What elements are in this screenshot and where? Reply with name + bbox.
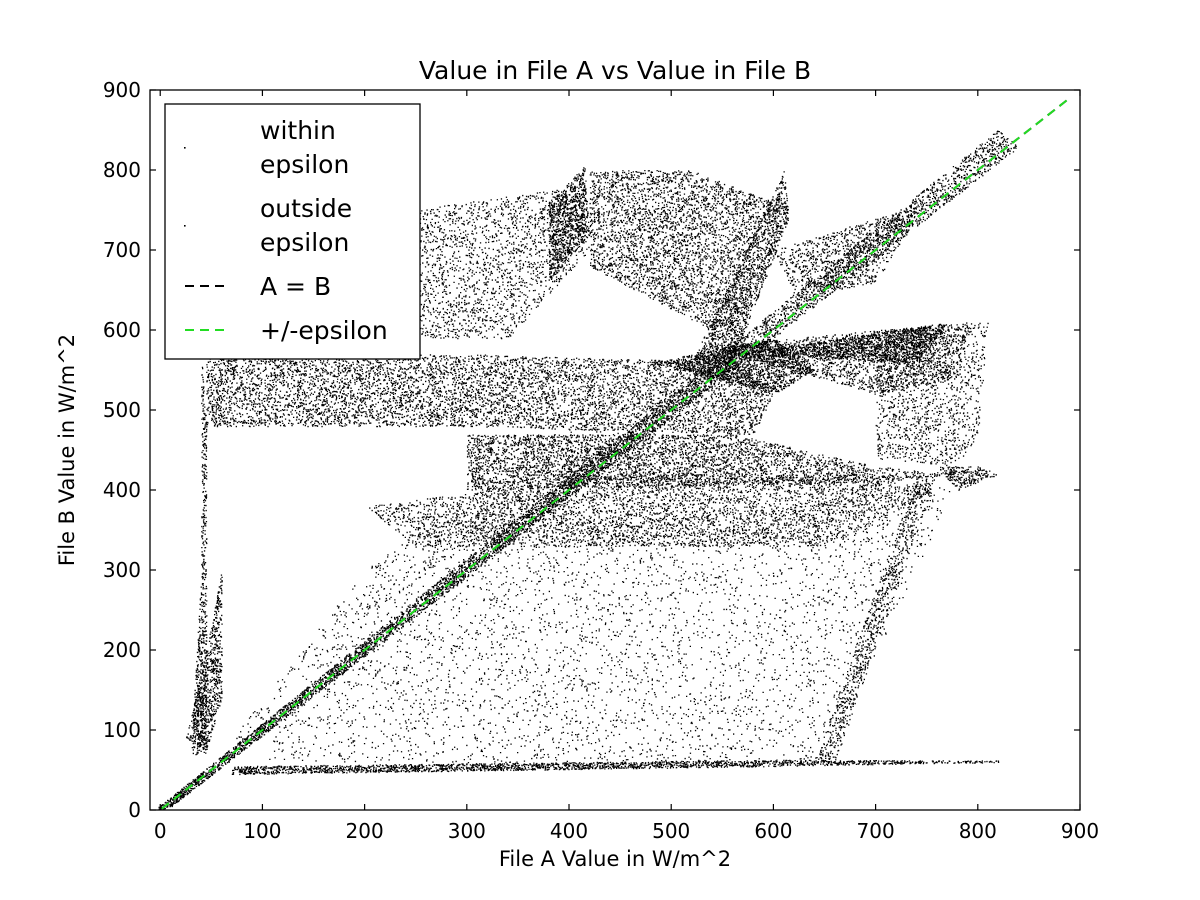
plot-area-frame <box>149 89 1081 811</box>
y-tick-label: 700 <box>103 238 141 262</box>
x-tick-label: 200 <box>346 819 384 843</box>
y-tick-label: 600 <box>103 318 141 342</box>
legend-label: epsilon <box>260 228 349 257</box>
scatter-point-cluster <box>466 434 954 491</box>
scatter-point-cluster <box>206 346 773 435</box>
legend-label: within <box>260 116 336 145</box>
y-axis-label: File B Value in W/m^2 <box>55 334 79 566</box>
legend-label: A = B <box>260 272 331 301</box>
scatter-point-cluster <box>191 366 208 756</box>
scatter-point-diagonal-band <box>158 130 1017 810</box>
legend-label: epsilon <box>260 150 349 179</box>
x-tick-label: 600 <box>754 819 792 843</box>
scatter-point-cluster <box>548 167 591 281</box>
y-tick-label: 400 <box>103 478 141 502</box>
x-tick-label: 900 <box>1061 819 1099 843</box>
x-tick-label: 400 <box>550 819 588 843</box>
scatter-point-cluster <box>774 203 924 297</box>
scatter-point-cluster <box>693 171 789 364</box>
x-tick-label: 300 <box>448 819 486 843</box>
y-tick-label: 100 <box>103 718 141 742</box>
legend-item: A = B <box>185 272 331 301</box>
legend-item: within epsilon <box>184 116 349 179</box>
legend-label: +/-epsilon <box>260 316 388 345</box>
axis-ticks-layer: 0 100 200 300 400 500 600 700 800 900 0 100 200 300 40… <box>103 78 1099 843</box>
x-tick-label: 700 <box>857 819 895 843</box>
legend-box <box>164 103 421 360</box>
x-tick-label: 800 <box>959 819 997 843</box>
scatter-point-cluster <box>816 474 938 763</box>
x-tick-label: 500 <box>652 819 690 843</box>
legend-item: outside epsilon <box>184 194 352 257</box>
y-tick-label: 0 <box>128 798 141 822</box>
scatter-point-cluster <box>940 466 997 491</box>
scatter-point-cluster <box>369 474 932 548</box>
scatter-point-cluster <box>735 323 946 363</box>
y-tick-label: 300 <box>103 558 141 582</box>
y-tick-label: 500 <box>103 398 141 422</box>
scatter-point-cluster <box>589 170 773 329</box>
legend-item: +/-epsilon <box>185 316 388 345</box>
scatter-point-cluster <box>231 759 1000 776</box>
x-axis-label: File A Value in W/m^2 <box>499 847 731 871</box>
legend: within epsilon outside epsilon A = B +/-epsil… <box>164 103 421 360</box>
y-tick-label: 900 <box>103 78 141 102</box>
scatter-point-cluster <box>186 574 223 750</box>
scatter-points-layer <box>158 130 1017 810</box>
y-tick-label: 200 <box>103 638 141 662</box>
legend-label: outside <box>260 194 352 223</box>
x-tick-label: 100 <box>243 819 281 843</box>
scatter-point-cluster <box>875 322 989 467</box>
legend-marker-point <box>184 147 186 149</box>
chart-title: Value in File A vs Value in File B <box>419 56 811 85</box>
legend-marker-point <box>184 225 186 227</box>
scatter-point-cluster <box>231 428 668 756</box>
x-tick-label: 0 <box>154 819 167 843</box>
y-tick-label: 800 <box>103 158 141 182</box>
